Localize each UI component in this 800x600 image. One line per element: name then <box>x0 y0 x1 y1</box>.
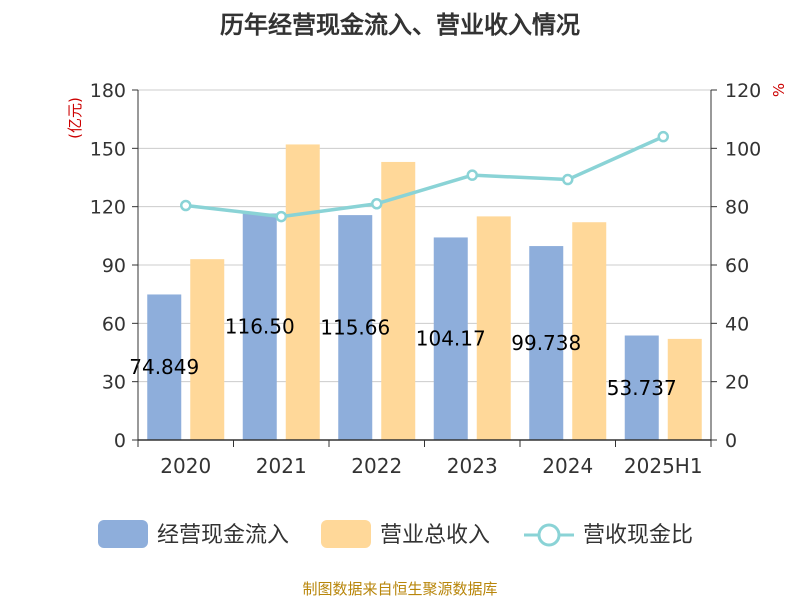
bar-revenue <box>285 144 320 440</box>
x-axis-tick-label: 2022 <box>351 454 402 478</box>
right-axis-tick-label: 120 <box>725 80 761 102</box>
legend-label-cash-inflow: 经营现金流入 <box>157 523 289 548</box>
chart-title: 历年经营现金流入、营业收入情况 <box>220 11 580 39</box>
bar-cash-inflow <box>338 215 373 440</box>
legend-label-revenue: 营业总收入 <box>380 523 490 548</box>
x-axis-tick-label: 2024 <box>542 454 593 478</box>
data-label-cash-inflow: 104.17 <box>416 327 486 351</box>
right-axis-tick-label: 0 <box>725 430 737 452</box>
bar-cash-inflow <box>433 237 468 440</box>
data-label-cash-inflow: 74.849 <box>129 355 199 379</box>
data-labels-layer: 74.849 116.50 115.66 104.17 99.738 53.737 <box>129 315 676 400</box>
bar-cash-inflow <box>529 246 564 440</box>
data-label-cash-inflow: 99.738 <box>511 331 581 355</box>
right-axis-tick-label: 80 <box>725 197 749 219</box>
left-axis-tick-label: 150 <box>90 138 126 160</box>
legend-swatch-ratio-marker <box>537 523 561 547</box>
left-axis-tick-label: 120 <box>90 197 126 219</box>
x-axis-tick-label: 2025H1 <box>624 454 703 478</box>
left-axis-unit: (亿元) <box>66 97 84 139</box>
ratio-point <box>466 169 478 181</box>
data-source-note: 制图数据来自恒生聚源数据库 <box>302 580 497 598</box>
ratio-point <box>180 199 192 212</box>
left-axis-tick-label: 30 <box>102 372 126 394</box>
ratio-point <box>275 210 287 223</box>
right-axis-tick-label: 60 <box>725 255 749 277</box>
ratio-line <box>185 135 664 219</box>
bar-cash-inflow <box>147 294 182 440</box>
data-label-cash-inflow: 115.66 <box>320 316 390 340</box>
legend-swatch-cash-inflow <box>98 520 148 548</box>
legend-label-ratio: 营收现金比 <box>583 523 693 548</box>
x-axis-tick-label: 2023 <box>447 454 498 478</box>
right-axis-tick-label: 20 <box>725 372 749 394</box>
x-axis-tick-label: 2020 <box>160 454 211 478</box>
ratio-line-layer <box>180 130 669 223</box>
left-axis-tick-label: 90 <box>102 255 126 277</box>
bar-revenue <box>190 259 225 440</box>
right-axis-unit: % <box>770 83 788 97</box>
legend-swatch-revenue <box>321 520 371 548</box>
bar-cash-inflow <box>242 213 277 440</box>
bar-revenue <box>476 216 511 440</box>
ratio-point <box>657 130 669 143</box>
left-axis-tick-label: 0 <box>114 430 126 452</box>
data-label-cash-inflow: 53.737 <box>607 376 677 400</box>
bar-revenue <box>572 222 607 440</box>
left-axis-tick-label: 60 <box>102 313 126 335</box>
left-axis-tick-label: 180 <box>90 80 126 102</box>
x-axis-tick-label: 2021 <box>256 454 307 478</box>
axes-layer: 0 30 60 90 120 150 180 0 20 40 60 80 100 120 2020 2021 2… <box>90 80 762 478</box>
legend: 经营现金流入 营业总收入 营收现金比 <box>98 520 693 548</box>
data-label-cash-inflow: 116.50 <box>225 315 295 339</box>
right-axis-tick-label: 40 <box>725 313 749 335</box>
bars-layer <box>147 144 702 440</box>
ratio-point <box>562 173 574 186</box>
ratio-point <box>371 198 383 210</box>
bar-cash-inflow <box>624 335 659 440</box>
right-axis-tick-label: 100 <box>725 138 761 160</box>
bar-revenue <box>381 161 416 440</box>
grid-lines <box>138 89 711 383</box>
bar-revenue <box>667 338 702 440</box>
